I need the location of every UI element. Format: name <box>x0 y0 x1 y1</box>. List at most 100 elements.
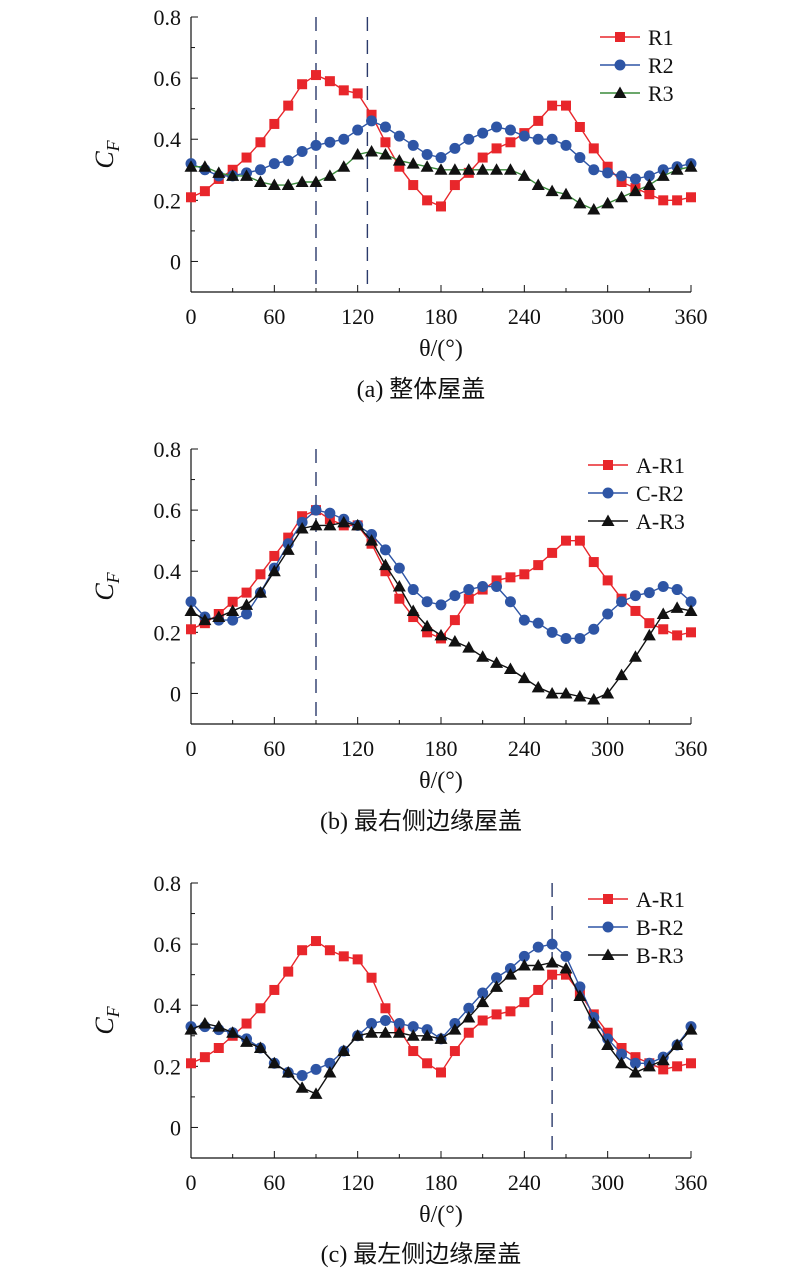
data-point <box>616 177 627 187</box>
data-point <box>490 656 504 668</box>
data-point <box>186 1058 196 1069</box>
data-point <box>491 143 502 154</box>
data-point <box>477 987 489 999</box>
data-point <box>448 635 462 647</box>
data-point <box>588 557 599 568</box>
data-point <box>434 1032 448 1044</box>
data-point <box>394 593 405 604</box>
data-point <box>533 115 544 126</box>
data-point <box>519 997 530 1008</box>
y-tick-label: 0.4 <box>154 559 182 584</box>
data-point <box>587 1017 601 1029</box>
data-point <box>436 1067 446 1078</box>
data-point <box>463 1002 475 1014</box>
legend-label: A-R1 <box>636 887 685 912</box>
data-point <box>559 686 573 699</box>
data-point <box>435 599 447 611</box>
data-point <box>601 196 615 209</box>
data-point <box>226 604 240 616</box>
data-point <box>533 560 544 571</box>
data-point <box>532 133 544 145</box>
data-point <box>352 124 364 136</box>
x-tick-label: 180 <box>425 304 458 329</box>
data-point <box>269 550 280 561</box>
data-point <box>323 518 337 531</box>
data-point <box>463 133 475 145</box>
data-point <box>281 1065 295 1078</box>
data-point <box>394 161 405 172</box>
legend-marker <box>601 514 615 526</box>
data-point <box>186 192 196 203</box>
data-point <box>295 521 309 534</box>
data-point <box>656 607 670 619</box>
legend-label: A-R1 <box>636 453 685 478</box>
data-point <box>491 581 503 592</box>
y-tick-label: 0.8 <box>154 5 182 30</box>
data-point <box>531 959 545 971</box>
series-line <box>190 509 692 640</box>
data-point <box>240 1035 254 1047</box>
legend-label: B-R3 <box>636 943 684 968</box>
data-point <box>366 115 378 127</box>
y-tick-label: 0.6 <box>154 66 182 91</box>
x-tick-label: 120 <box>341 304 374 329</box>
series-R1 <box>186 70 696 212</box>
legend-marker <box>603 894 613 904</box>
data-point <box>518 130 530 142</box>
y-axis-label: CF <box>90 1005 123 1034</box>
data-point <box>656 1053 670 1066</box>
data-point <box>296 145 308 157</box>
y-tick-label: 0.2 <box>154 620 182 645</box>
data-point <box>434 163 448 175</box>
series-line <box>190 509 692 640</box>
data-point <box>559 962 573 974</box>
data-point <box>629 590 641 602</box>
data-point <box>283 100 294 111</box>
data-point <box>212 166 226 178</box>
data-point <box>282 155 294 167</box>
data-point <box>184 160 198 172</box>
data-point <box>463 584 475 596</box>
series-A-R3 <box>184 515 698 705</box>
data-point <box>587 203 601 215</box>
data-point <box>199 1052 210 1063</box>
data-point <box>547 969 558 980</box>
data-point <box>672 1061 683 1072</box>
panel-caption: (b) 最右侧边缘屋盖 <box>320 808 522 835</box>
data-point <box>532 617 544 629</box>
data-point <box>463 593 474 604</box>
data-point <box>561 535 571 546</box>
data-point <box>686 192 696 203</box>
x-axis-label: θ/(°) <box>419 1202 463 1228</box>
data-point <box>297 79 308 90</box>
data-point <box>602 161 613 172</box>
series-R3 <box>184 144 698 215</box>
x-tick-label: 360 <box>675 304 708 329</box>
data-point <box>615 190 629 203</box>
data-point <box>255 1003 266 1014</box>
data-point <box>420 619 434 632</box>
data-point <box>324 507 336 519</box>
data-point <box>545 184 559 197</box>
legend-marker <box>603 460 613 470</box>
data-point <box>310 139 322 151</box>
data-point <box>365 1026 379 1038</box>
data-point <box>420 1029 434 1041</box>
data-point <box>616 170 628 182</box>
data-point <box>253 1041 267 1053</box>
data-point <box>281 178 295 191</box>
data-point <box>392 580 406 592</box>
data-point <box>324 945 335 956</box>
data-point <box>684 160 698 172</box>
legend-marker <box>615 32 625 42</box>
x-tick-label: 300 <box>591 1170 624 1195</box>
data-point <box>642 178 656 191</box>
data-point <box>267 1056 281 1069</box>
data-point <box>658 1064 669 1075</box>
data-point <box>198 613 212 626</box>
data-point <box>309 175 323 187</box>
data-point <box>408 612 419 623</box>
data-point <box>503 163 517 175</box>
data-point <box>546 626 558 638</box>
panel-caption: (c) 最左侧边缘屋盖 <box>321 1241 522 1268</box>
